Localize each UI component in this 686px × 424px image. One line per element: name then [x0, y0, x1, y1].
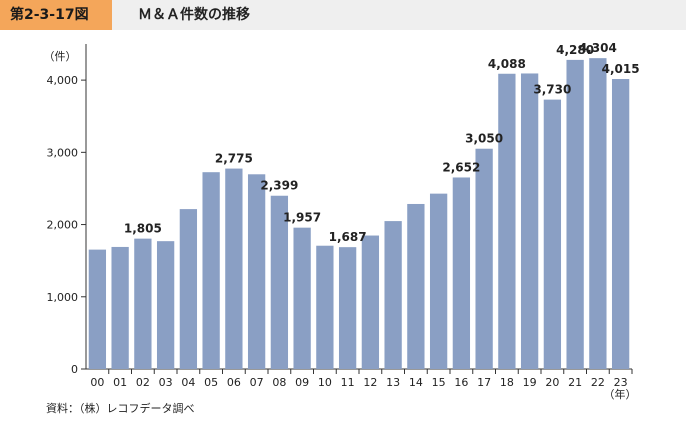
data-label: 1,805: [124, 222, 162, 236]
bar: [543, 99, 562, 369]
x-tick-label: 00: [90, 376, 104, 389]
bar: [566, 59, 584, 370]
bar: [134, 238, 152, 369]
x-tick-label: 07: [250, 376, 264, 389]
data-label: 2,652: [442, 160, 480, 174]
bar: [179, 209, 198, 369]
y-tick-label: 1,000: [47, 291, 79, 304]
source-note: 資料：（株）レコフデータ調べ: [46, 402, 195, 415]
chart-title: Ｍ＆Ａ件数の推移: [138, 7, 250, 23]
x-tick-label: 23: [614, 376, 628, 389]
x-tick-label: 22: [591, 376, 605, 389]
bar: [316, 245, 334, 369]
x-axis-unit: （年）: [604, 387, 637, 401]
x-tick-label: 10: [318, 376, 332, 389]
data-label: 1,687: [329, 230, 367, 244]
bar: [407, 203, 425, 369]
chart-bars: [88, 58, 630, 370]
bar: [338, 247, 357, 369]
y-axis-unit: （件）: [44, 50, 77, 63]
bar: [361, 235, 380, 369]
bar: [520, 73, 539, 369]
bar: [429, 193, 448, 369]
x-tick-label: 13: [386, 376, 400, 389]
bar: [475, 148, 493, 369]
data-label: 1,957: [283, 211, 321, 225]
x-tick-label: 14: [409, 376, 423, 389]
data-label: 4,088: [488, 57, 526, 71]
bar: [498, 73, 516, 369]
bar: [384, 221, 402, 369]
bar: [225, 168, 243, 369]
data-label: 3,050: [465, 132, 503, 146]
bar: [589, 58, 607, 370]
bar: [111, 246, 129, 369]
x-tick-label: 09: [295, 376, 309, 389]
x-tick-label: 18: [500, 376, 514, 389]
bar: [88, 249, 107, 369]
figure-label: 第2-3-17図: [0, 0, 112, 30]
y-tick-label: 4,000: [47, 74, 79, 87]
y-tick-label: 2,000: [47, 219, 79, 232]
x-tick-label: 17: [477, 376, 491, 389]
y-tick-label: 3,000: [47, 146, 79, 159]
x-tick-label: 05: [204, 376, 218, 389]
bar: [270, 195, 289, 369]
chart-axes: 0 1,000 2,000 3,000 4,000 （件） 00 01 02 03 04 05 06 07…: [44, 44, 637, 401]
x-tick-label: 03: [159, 376, 173, 389]
bar: [452, 177, 471, 369]
data-label: 4,304: [579, 41, 617, 55]
data-label: 3,730: [533, 83, 571, 97]
x-tick-label: 08: [272, 376, 286, 389]
header-bar: 第2-3-17図 Ｍ＆Ａ件数の推移: [0, 0, 686, 30]
x-tick-label: 21: [568, 376, 582, 389]
x-tick-label: 20: [545, 376, 559, 389]
x-tick-label: 06: [227, 376, 241, 389]
bar: [156, 241, 175, 369]
x-tick-label: 12: [363, 376, 377, 389]
x-tick-label: 15: [432, 376, 446, 389]
bar: [611, 79, 630, 370]
bar: [293, 227, 311, 369]
data-label: 2,775: [215, 152, 253, 166]
x-tick-label: 19: [523, 376, 537, 389]
x-tick-label: 02: [136, 376, 150, 389]
data-label: 2,399: [260, 179, 298, 193]
data-label: 4,280: [556, 43, 594, 57]
x-tick-label: 01: [113, 376, 127, 389]
x-tick-label: 11: [341, 376, 355, 389]
bar: [202, 172, 220, 369]
x-tick-label: 04: [181, 376, 195, 389]
y-tick-label: 0: [71, 363, 78, 376]
chart-data-labels: 1,805 2,775 2,399 1,957 1,687 2,652 3,050 4,088…: [124, 41, 640, 244]
data-label: 4,015: [602, 62, 640, 76]
x-tick-label: 16: [454, 376, 468, 389]
bar: [247, 174, 266, 369]
